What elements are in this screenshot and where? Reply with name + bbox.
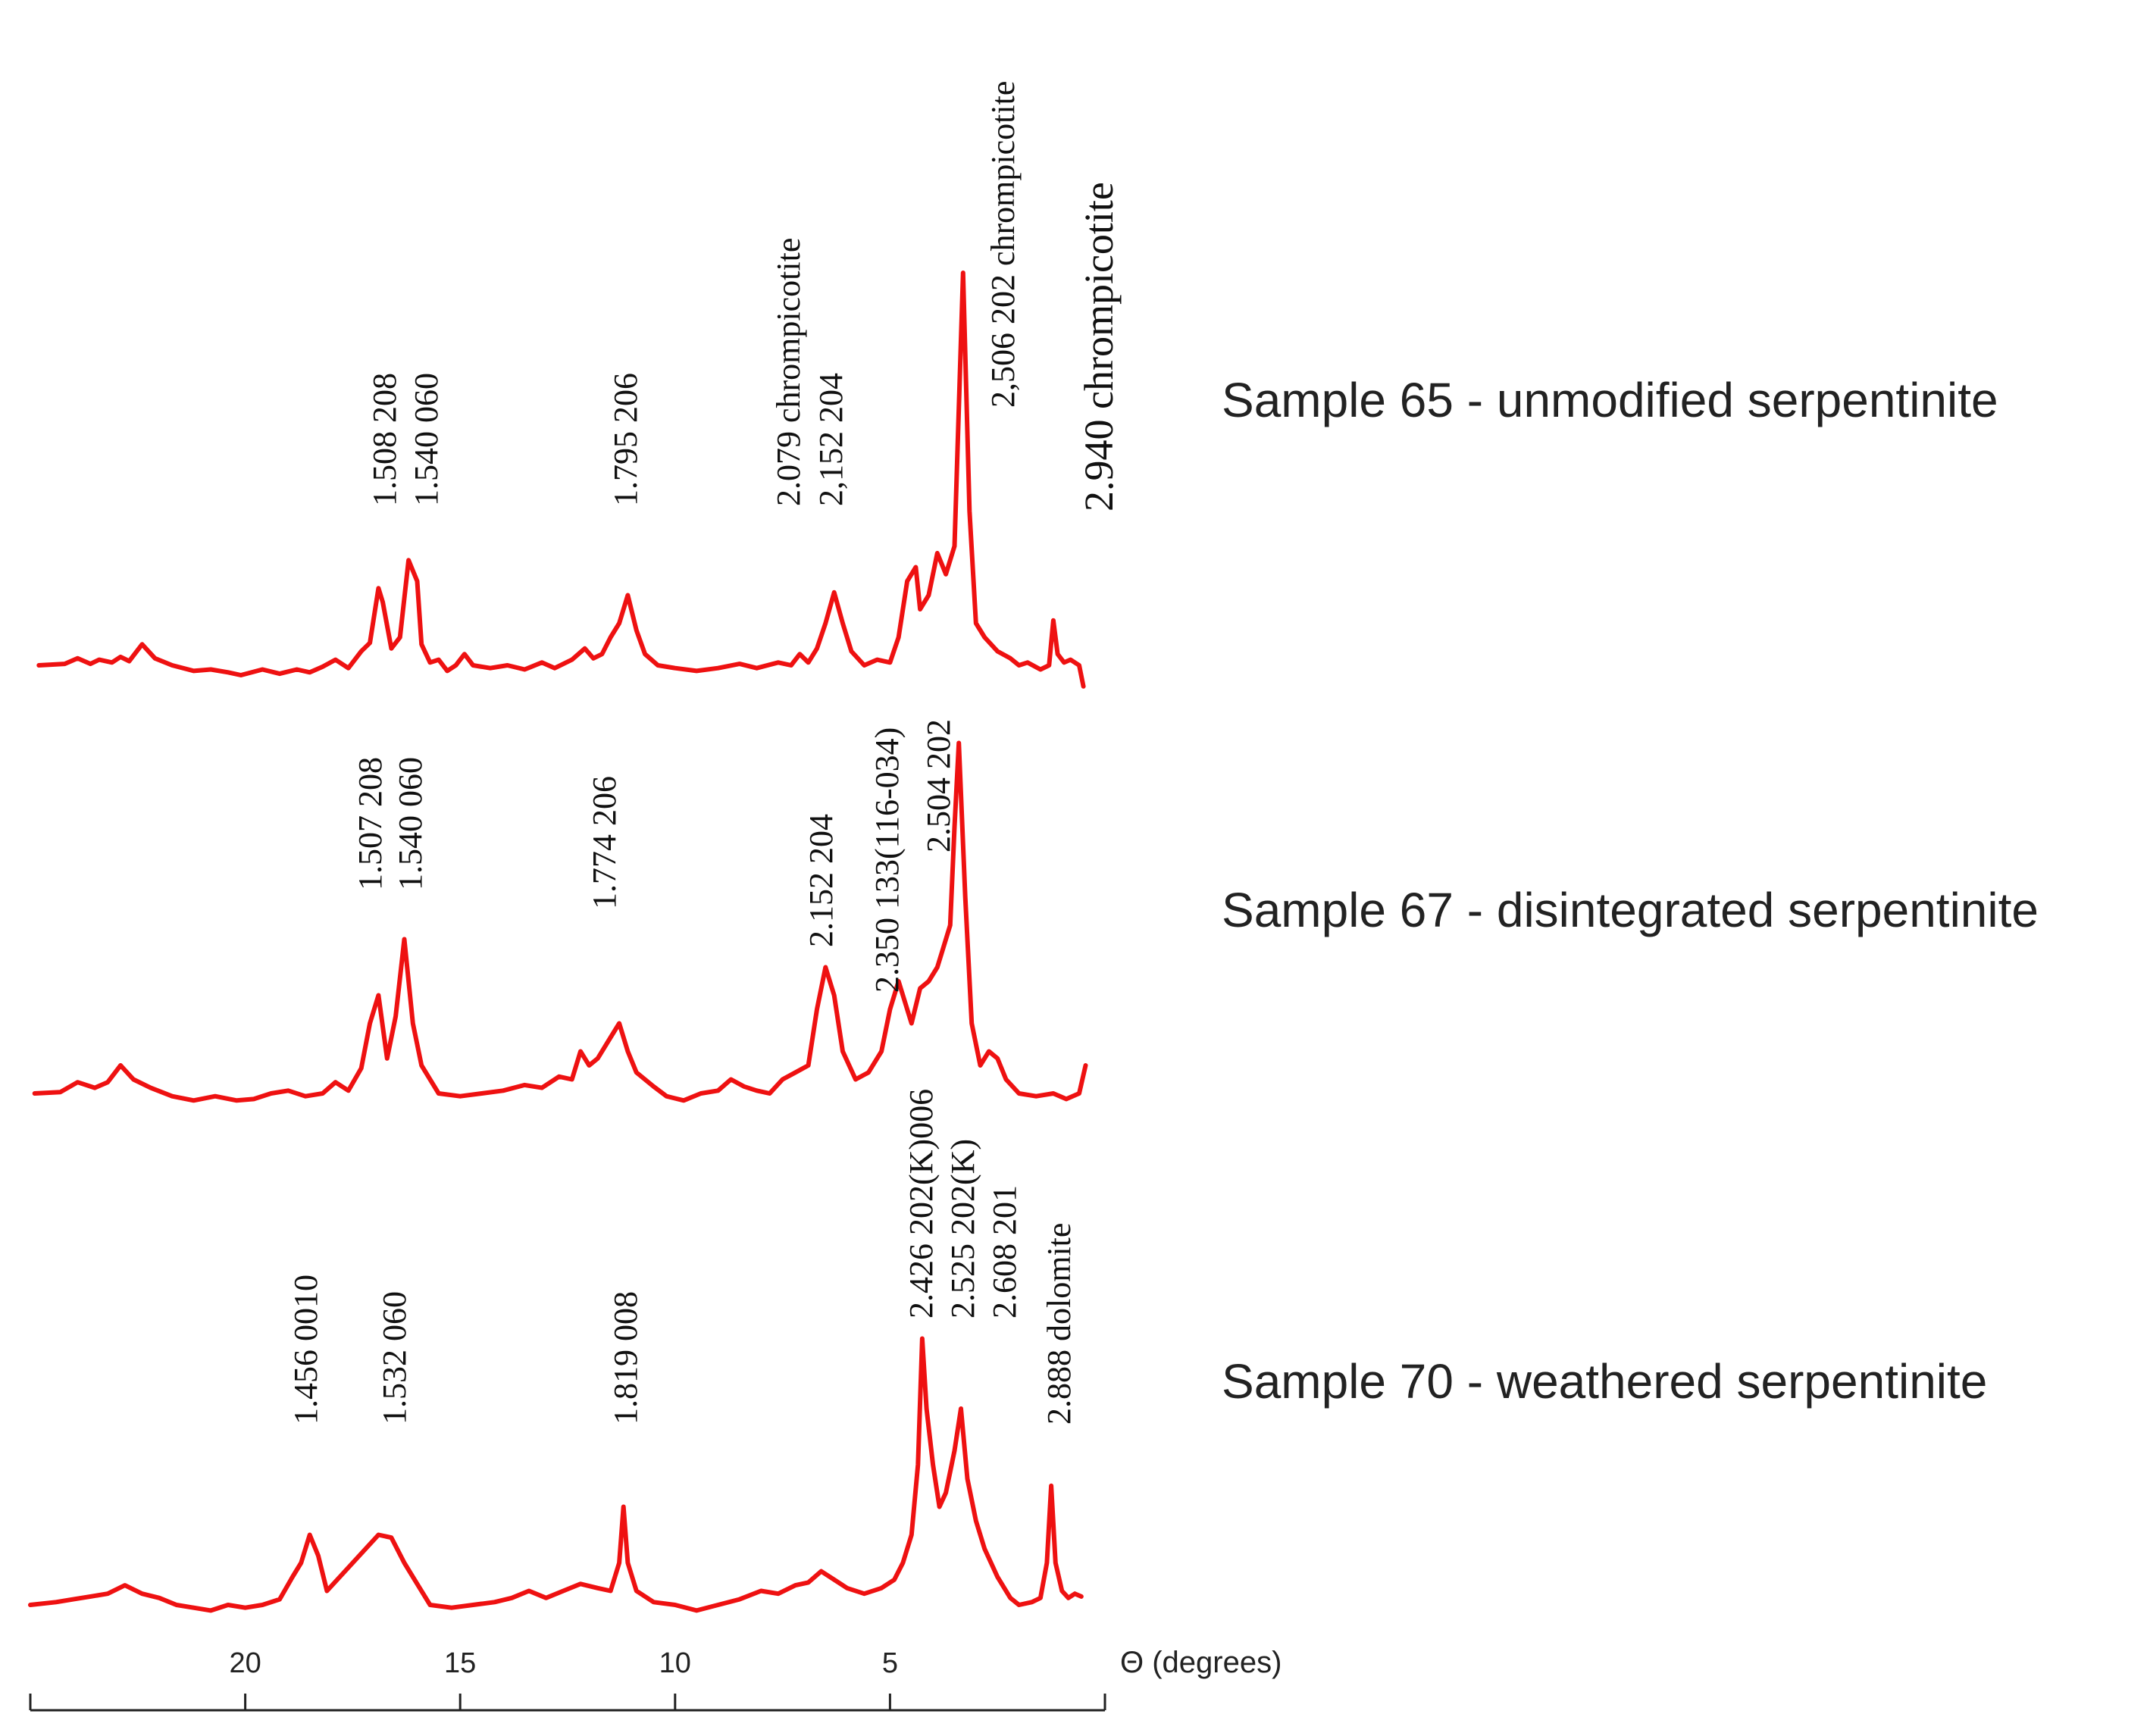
annotation-70-1456-0010: 1.456 0010 — [287, 1275, 324, 1425]
legend-sample-67: Sample 67 - disintegrated serpentinite — [1222, 883, 2039, 937]
trace-sample-65 — [36, 271, 1086, 689]
annotation-70-2525: 2.525 202(K) — [944, 1139, 981, 1318]
annotation-65-2079: 2.079 chrompicotite — [770, 238, 807, 506]
diffraction-traces — [28, 271, 1088, 1613]
x-axis: 20 15 10 5 Θ (degrees) — [29, 1646, 1282, 1712]
legend-sample-65: Sample 65 - unmodified serpentinite — [1222, 373, 1998, 427]
annotation-70-2608: 2.608 201 — [986, 1185, 1023, 1318]
annotation-67-2504-202: 2.504 202 — [920, 719, 957, 852]
annotation-65-1795-206: 1.795 206 — [607, 373, 644, 506]
legend-sample-70: Sample 70 - weathered serpentinite — [1222, 1354, 1987, 1409]
x-axis-title: Θ (degrees) — [1120, 1646, 1282, 1679]
x-axis-tick-label-10: 10 — [659, 1647, 691, 1679]
x-axis-ticks: 20 15 10 5 — [29, 1647, 1106, 1710]
annotation-65-1540-060: 1.540 060 — [408, 373, 445, 506]
x-axis-tick-label-20: 20 — [229, 1647, 261, 1679]
x-axis-tick-label-5: 5 — [882, 1647, 898, 1679]
annotation-67-1774-206: 1.774 206 — [586, 776, 623, 909]
annotation-67-2152-204: 2.152 204 — [803, 814, 840, 947]
annotation-67-2350-133: 2.350 133(116-034) — [868, 727, 906, 993]
annotation-65-2152-204: 2,152 204 — [812, 373, 850, 506]
annotation-70-1819-008: 1.819 008 — [607, 1291, 644, 1425]
annotation-67-1507-208: 1.507 208 — [352, 757, 389, 890]
annotation-70-1532-060: 1.532 060 — [376, 1291, 413, 1425]
peak-annotations: 1.508 208 1.540 060 1.795 206 2.079 chro… — [287, 81, 1122, 1425]
annotation-65-1508-208: 1.508 208 — [366, 373, 403, 506]
annotation-70-2888-dolomite: 2.888 dolomite — [1041, 1223, 1078, 1425]
annotation-65-2940: 2.940 chrompicotite — [1076, 182, 1122, 511]
x-axis-tick-label-15: 15 — [444, 1647, 476, 1679]
trace-sample-70 — [28, 1336, 1084, 1613]
annotation-65-2506-202: 2,506 202 chrompicotite — [984, 81, 1022, 408]
sample-legend: Sample 65 - unmodified serpentinite Samp… — [1222, 373, 2039, 1409]
trace-sample-67 — [32, 740, 1088, 1103]
annotation-70-2426: 2.426 202(K)006 — [903, 1089, 940, 1318]
annotation-67-1540-060: 1.540 060 — [392, 757, 429, 890]
